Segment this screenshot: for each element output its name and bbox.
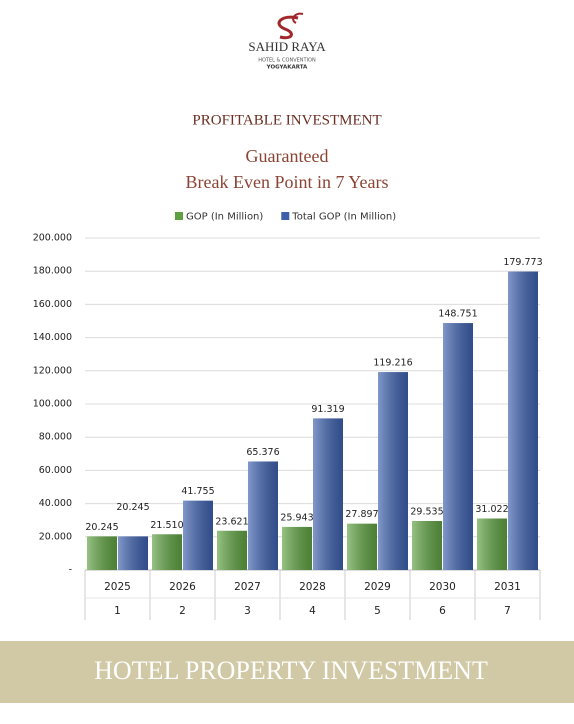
legend-swatch [281,212,290,220]
bar-shading [313,418,343,570]
value-label: 25.943 [280,512,313,523]
value-label: 65.376 [246,447,279,458]
x-sub-label: 6 [439,605,446,617]
x-sub-label: 4 [309,605,316,617]
value-label: 119.216 [373,358,412,369]
y-tick-label: 100.000 [33,399,72,410]
x-tick-label: 2029 [364,581,391,593]
value-label: 31.022 [475,504,508,515]
x-tick-label: 2030 [429,581,456,593]
brand-line: HOTEL & CONVENTION [258,58,316,64]
y-tick-label: 140.000 [33,332,72,343]
bar-shading [217,530,247,570]
heading: PROFITABLE INVESTMENT [192,112,381,128]
value-label: 21.510 [150,520,183,531]
value-label: 41.755 [181,486,214,497]
brand-line: YOGYAKARTA [266,65,308,71]
chart: - 20.000 40.000 60.000 80.000 100.000 120.000 1… [33,212,543,620]
y-tick-label: 160.000 [33,299,72,310]
subheading: Break Even Point in 7 Years [186,172,389,192]
x-sub-label: 2 [179,605,186,617]
value-label: 148.751 [438,309,477,320]
value-label: 91.319 [311,404,344,415]
y-tick-label: 200.000 [33,233,72,244]
bar-shading [443,323,473,570]
legend-label: GOP (In Million) [186,212,263,223]
bar-shading [412,520,442,570]
value-label: 23.621 [215,516,248,527]
value-label: 179.773 [503,257,542,268]
y-tick-label: 40.000 [39,498,72,509]
footer-title: HOTEL PROPERTY INVESTMENT [94,656,488,685]
bar-shading [508,271,538,570]
logo [277,12,304,40]
y-tick-label: 180.000 [33,266,72,277]
y-tick-label: 60.000 [39,465,72,476]
x-tick-label: 2025 [104,581,131,593]
x-sub-label: 1 [114,605,121,617]
bar-shading [183,500,213,570]
legend-swatch [175,212,183,220]
bar-shading [87,536,117,570]
bar-shading [248,461,278,570]
x-tick-label: 2028 [299,581,326,593]
y-tick-label: 80.000 [39,432,72,443]
bar-shading [378,372,408,570]
x-sub-label: 3 [244,605,251,617]
x-sub-label: 7 [504,605,511,617]
value-label: 27.897 [345,509,378,520]
x-sub-label: 5 [374,605,381,617]
x-tick-label: 2026 [169,581,196,593]
x-tick-label: 2027 [234,581,261,593]
bar-shading [152,534,182,570]
y-tick-label: 120.000 [33,365,72,376]
x-tick-label: 2031 [494,581,521,593]
bar-shading [477,518,507,570]
y-tick-label: - [69,565,72,576]
y-tick-label: 20.000 [39,531,72,542]
value-label: 20.245 [116,502,149,513]
bar-shading [282,526,312,570]
brand-name: SAHID RAYA [248,39,326,54]
legend-label: Total GOP (In Million) [291,212,396,223]
value-label: 29.535 [410,506,443,517]
bar-shading [347,523,377,570]
bar-shading [118,536,148,570]
value-label: 20.245 [85,522,118,533]
footer-band [0,641,574,703]
subheading: Guaranteed [246,146,329,166]
